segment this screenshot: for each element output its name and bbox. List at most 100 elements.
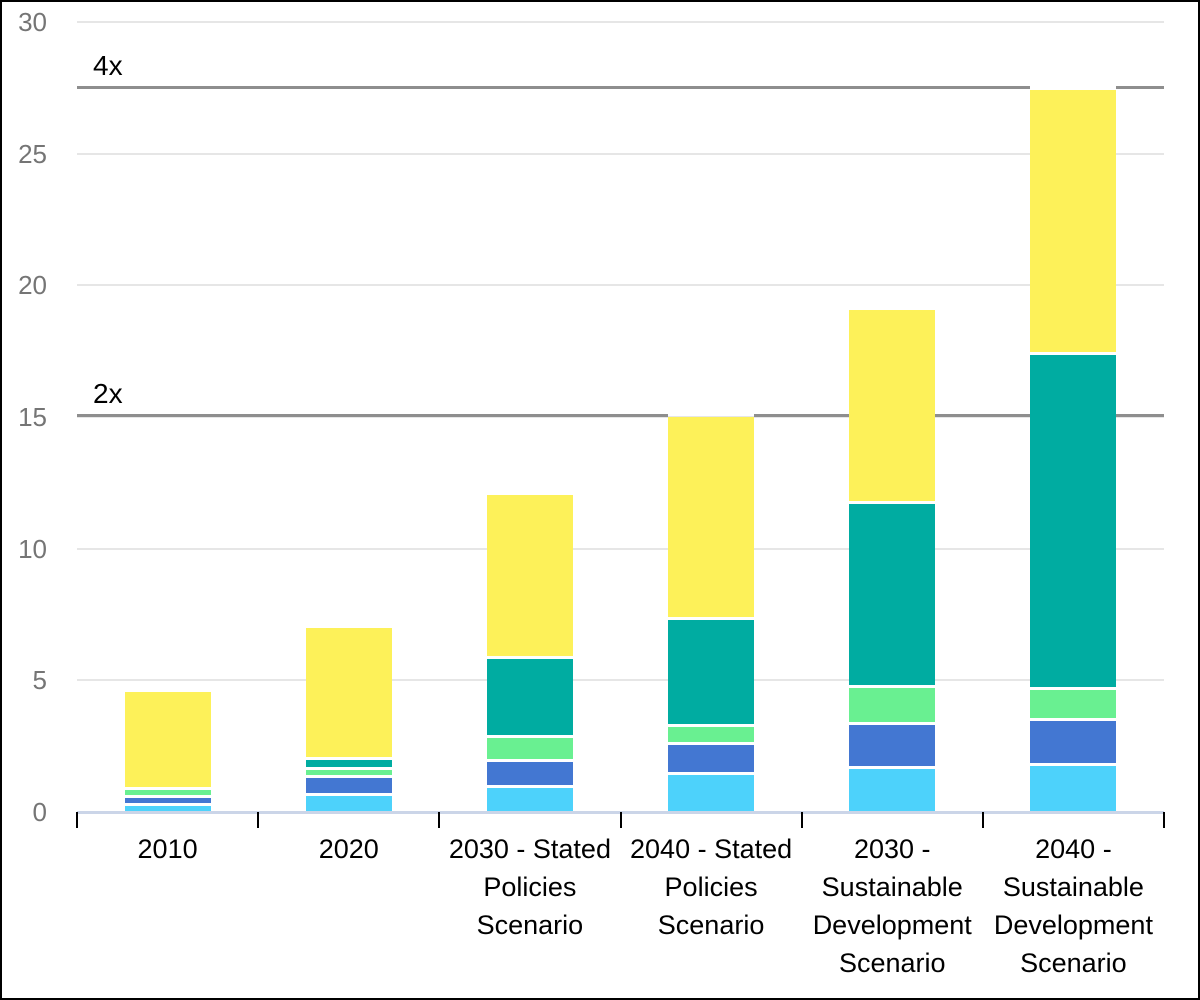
x-category-label-line: 2030 -: [853, 834, 931, 864]
bar-2030-segment-blue: [849, 723, 936, 768]
x-category-label-line: 2040 - Stated: [630, 834, 793, 864]
bar-2030-segment-light-blue: [486, 786, 573, 812]
bar-2040-segment-yellow: [668, 417, 755, 619]
bar-2040-segment-teal: [668, 618, 755, 726]
segment-separator: [668, 723, 755, 727]
bar-2030-segment-teal: [849, 502, 936, 687]
x-category-label-5: 2040 - Sustainable Development Scenario: [983, 830, 1164, 982]
bar-2040-segment-light-blue: [668, 773, 755, 812]
segment-separator: [849, 722, 936, 726]
segment-separator: [124, 794, 211, 798]
x-category-label-line: Scenario: [657, 910, 765, 940]
x-category-label-line: 2020: [318, 834, 379, 864]
bar-2030-segment-yellow: [849, 310, 936, 503]
reference-line-4x-segment-0: [77, 86, 1031, 90]
x-axis-tick-4: [800, 812, 803, 828]
segment-separator: [486, 759, 573, 763]
x-category-label-line: 2010: [137, 834, 198, 864]
y-tick-label-0: 0: [32, 797, 47, 827]
x-category-label-line: Scenario: [838, 948, 946, 978]
x-category-label-line: Sustainable: [821, 872, 963, 902]
bar-2010-segment-blue: [124, 796, 211, 805]
segment-separator: [668, 772, 755, 776]
segment-separator: [668, 742, 755, 746]
segment-separator: [486, 656, 573, 660]
bar-2020-segment-light-blue: [305, 794, 392, 812]
x-category-label-2: 2030 - Stated Policies Scenario: [439, 830, 620, 944]
x-category-label-line: 2040 -: [1035, 834, 1112, 864]
x-axis-tick-2: [438, 812, 441, 828]
y-tick-label-10: 10: [18, 533, 47, 564]
segment-separator: [486, 785, 573, 789]
gridline-25: [77, 152, 1164, 155]
x-category-label-0: 2010: [77, 830, 258, 868]
x-category-label-line: Development: [812, 910, 972, 940]
bar-2030-segment-yellow: [486, 494, 573, 658]
segment-separator: [849, 501, 936, 505]
bar-2040-segment-teal: [1030, 353, 1117, 689]
bar-2010-segment-light-green: [124, 788, 211, 797]
x-category-label-line: Development: [993, 910, 1153, 940]
bar-2020-segment-blue: [305, 776, 392, 795]
segment-separator: [124, 802, 211, 806]
x-category-label-line: 2030 - Stated: [448, 834, 611, 864]
y-tick-label-5: 5: [32, 665, 47, 696]
y-tick-label-30: 30: [18, 7, 47, 37]
x-axis-tick-5: [981, 812, 984, 828]
segment-separator: [305, 793, 392, 797]
bar-2030-segment-light-green: [849, 686, 936, 724]
bar-2010-segment-light-blue: [124, 804, 211, 812]
reference-line-2x-segment-3: [1116, 414, 1164, 418]
bar-2040-segment-blue: [668, 743, 755, 774]
x-category-label-line: Sustainable: [1002, 872, 1144, 902]
x-axis-tick-6: [1163, 812, 1165, 828]
segment-separator: [305, 767, 392, 771]
segment-separator: [849, 765, 936, 769]
bar-2040-segment-blue: [1030, 719, 1117, 765]
reference-line-4x-segment-1: [1116, 86, 1164, 90]
segment-separator: [486, 735, 573, 739]
reference-line-2x-segment-1: [754, 414, 850, 418]
segment-separator: [124, 786, 211, 790]
segment-separator: [1030, 763, 1117, 767]
x-category-label-4: 2030 - Sustainable Development Scenario: [802, 830, 983, 982]
reference-line-2x-segment-2: [935, 414, 1031, 418]
bar-2030-segment-light-green: [486, 736, 573, 761]
x-category-label-line: Policies: [664, 872, 758, 902]
y-tick-label-15: 15: [18, 402, 47, 432]
bar-2040-segment-yellow: [1030, 90, 1117, 354]
x-category-label-line: Scenario: [476, 910, 584, 940]
x-category-label-line: Scenario: [1020, 948, 1127, 978]
bar-2020-segment-teal: [305, 758, 392, 769]
reference-line-label-4x: 4x: [93, 50, 123, 82]
bar-2040-segment-light-green: [668, 725, 755, 744]
x-category-label-3: 2040 - Stated Policies Scenario: [621, 830, 802, 944]
gridline-5: [77, 679, 1164, 682]
gridline-30: [77, 21, 1164, 23]
bar-2040-segment-light-green: [1030, 688, 1117, 720]
bar-2020-segment-yellow: [305, 627, 392, 758]
gridline-20: [77, 284, 1164, 287]
reference-line-label-2x: 2x: [93, 378, 123, 410]
segment-separator: [1030, 352, 1117, 356]
x-category-label-line: Policies: [483, 872, 577, 902]
x-category-label-1: 2020: [258, 830, 439, 868]
y-tick-label-25: 25: [18, 138, 47, 169]
segment-separator: [1030, 718, 1117, 722]
bar-2030-segment-light-blue: [849, 767, 936, 812]
x-axis-tick-1: [257, 812, 260, 828]
bar-2010-segment-yellow: [124, 692, 211, 789]
segment-separator: [305, 774, 392, 778]
bar-2030-segment-teal: [486, 657, 573, 737]
gridline-10: [77, 547, 1164, 550]
bar-2040-segment-light-blue: [1030, 764, 1117, 812]
segment-separator: [668, 616, 755, 620]
reference-line-2x-segment-0: [77, 414, 669, 418]
bar-2030-segment-blue: [486, 760, 573, 787]
x-axis-tick-0: [76, 812, 78, 828]
segment-separator: [1030, 686, 1117, 690]
segment-separator: [305, 756, 392, 760]
bar-2020-segment-light-green: [305, 768, 392, 777]
